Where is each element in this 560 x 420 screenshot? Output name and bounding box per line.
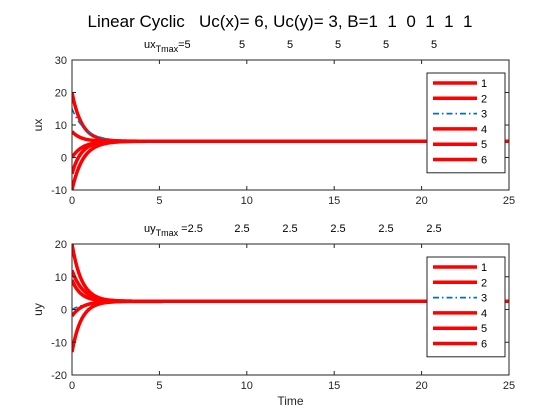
x-tick-label: 5 xyxy=(156,380,162,392)
legend-label-4: 4 xyxy=(481,308,487,320)
y-tick-label: 30 xyxy=(55,55,67,67)
x-tick-label: 0 xyxy=(69,195,75,207)
x-tick-label: 25 xyxy=(503,380,515,392)
legend-label-1: 1 xyxy=(481,262,487,274)
y-tick-label: 10 xyxy=(55,120,67,132)
annotation-value: 2.5 xyxy=(282,223,297,235)
legend-box xyxy=(426,72,506,174)
annotation-value: 5 xyxy=(287,39,293,51)
y-tick-label: -10 xyxy=(51,337,67,349)
x-tick-label: 10 xyxy=(241,195,253,207)
x-tick-label: 15 xyxy=(328,195,340,207)
annotation-value: 2.5 xyxy=(378,223,393,235)
legend-label-6: 6 xyxy=(481,155,487,167)
x-tick-label: 15 xyxy=(328,380,340,392)
x-tick-label: 20 xyxy=(415,195,427,207)
x-tick-label: 10 xyxy=(241,380,253,392)
y-tick-label: 10 xyxy=(55,272,67,284)
annotation-value: 2.5 xyxy=(426,223,441,235)
annotation-value: 2.5 xyxy=(330,223,345,235)
annotation-label: uyTmax =2.5 xyxy=(144,223,203,238)
y-tick-label: -10 xyxy=(51,185,67,197)
x-axis-label: Time xyxy=(277,394,304,408)
y-tick-label: 20 xyxy=(55,88,67,100)
annotation-value: 5 xyxy=(431,39,437,51)
legend-box xyxy=(426,256,506,358)
y-tick-label: 20 xyxy=(55,239,67,251)
annotation-value: 2.5 xyxy=(234,223,249,235)
legend-label-1: 1 xyxy=(481,78,487,90)
x-tick-label: 20 xyxy=(415,380,427,392)
legend-label-3: 3 xyxy=(481,109,487,121)
annotation-value: 5 xyxy=(239,39,245,51)
x-tick-label: 25 xyxy=(503,195,515,207)
legend-label-5: 5 xyxy=(481,139,487,151)
figure-title: Linear Cyclic Uc(x)= 6, Uc(y)= 3, B=1 1 … xyxy=(87,12,472,31)
legend-label-6: 6 xyxy=(481,339,487,351)
y-tick-label: 0 xyxy=(61,153,67,165)
legend-label-2: 2 xyxy=(481,277,487,289)
annotation-value: 5 xyxy=(383,39,389,51)
legend-label-2: 2 xyxy=(481,93,487,105)
y-axis-label: ux xyxy=(31,119,45,132)
y-tick-label: 0 xyxy=(61,305,67,317)
y-tick-label: -20 xyxy=(51,370,67,382)
x-tick-label: 5 xyxy=(156,195,162,207)
legend-label-4: 4 xyxy=(481,124,487,136)
legend-label-5: 5 xyxy=(481,323,487,335)
annotation-label: uxTmax=5 xyxy=(144,39,191,54)
legend: 1 2 3 4 5 6 xyxy=(426,256,506,358)
x-tick-label: 0 xyxy=(69,380,75,392)
y-axis-label: uy xyxy=(31,303,45,316)
legend-label-3: 3 xyxy=(481,293,487,305)
annotation-value: 5 xyxy=(335,39,341,51)
legend: 1 2 3 4 5 6 xyxy=(426,72,506,174)
